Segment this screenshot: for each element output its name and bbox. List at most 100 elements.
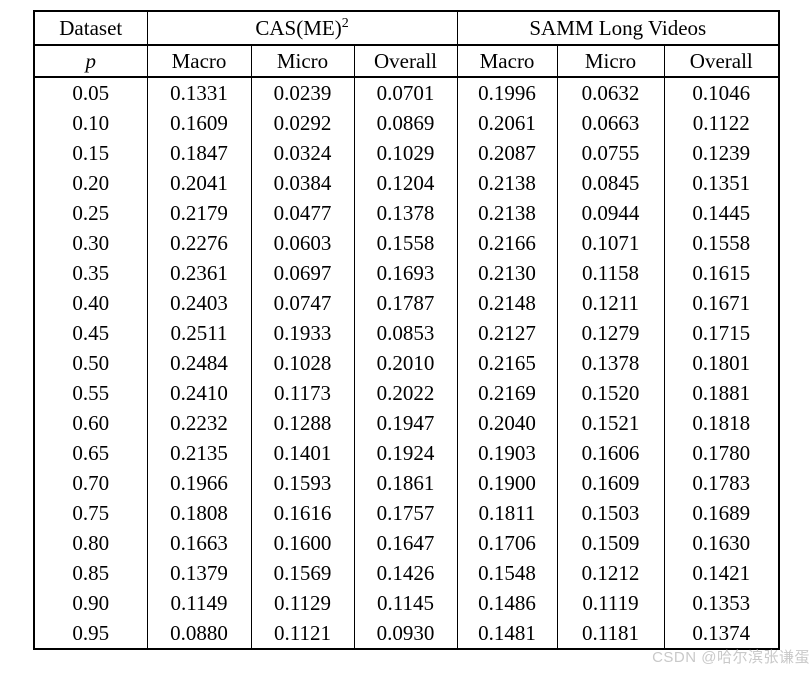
samm-macro-cell: 0.2165 bbox=[456, 348, 558, 378]
cas-overall-cell: 0.1757 bbox=[353, 498, 458, 528]
p-value-cell: 0.60 bbox=[33, 408, 148, 438]
cas-overall-cell: 0.1204 bbox=[353, 168, 458, 198]
samm-overall-cell: 0.1715 bbox=[663, 318, 780, 348]
cas-macro-cell: 0.2410 bbox=[146, 378, 252, 408]
header-group-casme2: CAS(ME)2 bbox=[146, 11, 458, 46]
table-row: 0.40 0.2403 0.0747 0.1787 0.2148 0.1211 … bbox=[33, 288, 780, 318]
table-row: 0.15 0.1847 0.0324 0.1029 0.2087 0.0755 … bbox=[33, 138, 780, 168]
cas-micro-cell: 0.0697 bbox=[250, 258, 355, 288]
table-row: 0.70 0.1966 0.1593 0.1861 0.1900 0.1609 … bbox=[33, 468, 780, 498]
cas-micro-cell: 0.0239 bbox=[250, 77, 355, 108]
cas-overall-cell: 0.2010 bbox=[353, 348, 458, 378]
samm-macro-cell: 0.2040 bbox=[456, 408, 558, 438]
p-value-cell: 0.90 bbox=[33, 588, 148, 618]
cas-macro-cell: 0.2232 bbox=[146, 408, 252, 438]
cas-overall-cell: 0.1145 bbox=[353, 588, 458, 618]
cas-overall-cell: 0.1029 bbox=[353, 138, 458, 168]
cas-micro-cell: 0.1173 bbox=[250, 378, 355, 408]
cas-overall-cell: 0.1924 bbox=[353, 438, 458, 468]
p-value-cell: 0.75 bbox=[33, 498, 148, 528]
cas-macro-cell: 0.2403 bbox=[146, 288, 252, 318]
cas-micro-cell: 0.0324 bbox=[250, 138, 355, 168]
cas-micro-cell: 0.1401 bbox=[250, 438, 355, 468]
p-value-cell: 0.10 bbox=[33, 108, 148, 138]
table-row: 0.30 0.2276 0.0603 0.1558 0.2166 0.1071 … bbox=[33, 228, 780, 258]
header-sub-row: p Macro Micro Overall Macro Micro Overal… bbox=[33, 45, 780, 78]
cas-overall-cell: 0.0869 bbox=[353, 108, 458, 138]
p-value-cell: 0.50 bbox=[33, 348, 148, 378]
cas-macro-cell: 0.0880 bbox=[146, 618, 252, 649]
header-group-casme2-label: CAS(ME) bbox=[255, 15, 342, 40]
samm-overall-cell: 0.1353 bbox=[663, 588, 780, 618]
table-row: 0.85 0.1379 0.1569 0.1426 0.1548 0.1212 … bbox=[33, 558, 780, 588]
samm-overall-cell: 0.1239 bbox=[663, 138, 780, 168]
samm-overall-cell: 0.1783 bbox=[663, 468, 780, 498]
cas-macro-cell: 0.2361 bbox=[146, 258, 252, 288]
samm-macro-cell: 0.1706 bbox=[456, 528, 558, 558]
samm-macro-cell: 0.1900 bbox=[456, 468, 558, 498]
samm-micro-cell: 0.1609 bbox=[556, 468, 665, 498]
cas-micro-cell: 0.0384 bbox=[250, 168, 355, 198]
cas-macro-cell: 0.2511 bbox=[146, 318, 252, 348]
samm-micro-cell: 0.1606 bbox=[556, 438, 665, 468]
cas-macro-cell: 0.1609 bbox=[146, 108, 252, 138]
samm-micro-cell: 0.1212 bbox=[556, 558, 665, 588]
cas-macro-cell: 0.1663 bbox=[146, 528, 252, 558]
samm-micro-cell: 0.1211 bbox=[556, 288, 665, 318]
samm-macro-cell: 0.2166 bbox=[456, 228, 558, 258]
table-row: 0.05 0.1331 0.0239 0.0701 0.1996 0.0632 … bbox=[33, 77, 780, 108]
p-value-cell: 0.05 bbox=[33, 77, 148, 108]
p-value-cell: 0.45 bbox=[33, 318, 148, 348]
samm-macro-cell: 0.2061 bbox=[456, 108, 558, 138]
cas-overall-cell: 0.1558 bbox=[353, 228, 458, 258]
samm-micro-cell: 0.0944 bbox=[556, 198, 665, 228]
samm-overall-cell: 0.1445 bbox=[663, 198, 780, 228]
samm-macro-cell: 0.1486 bbox=[456, 588, 558, 618]
cas-macro-cell: 0.2135 bbox=[146, 438, 252, 468]
samm-overall-cell: 0.1801 bbox=[663, 348, 780, 378]
cas-macro-cell: 0.1966 bbox=[146, 468, 252, 498]
header-samm-micro: Micro bbox=[556, 45, 665, 78]
samm-overall-cell: 0.1689 bbox=[663, 498, 780, 528]
samm-overall-cell: 0.1122 bbox=[663, 108, 780, 138]
samm-micro-cell: 0.1181 bbox=[556, 618, 665, 649]
table-row: 0.60 0.2232 0.1288 0.1947 0.2040 0.1521 … bbox=[33, 408, 780, 438]
samm-macro-cell: 0.1811 bbox=[456, 498, 558, 528]
table-row: 0.90 0.1149 0.1129 0.1145 0.1486 0.1119 … bbox=[33, 588, 780, 618]
cas-micro-cell: 0.1593 bbox=[250, 468, 355, 498]
header-samm-macro: Macro bbox=[456, 45, 558, 78]
table-row: 0.10 0.1609 0.0292 0.0869 0.2061 0.0663 … bbox=[33, 108, 780, 138]
cas-overall-cell: 0.1378 bbox=[353, 198, 458, 228]
cas-micro-cell: 0.0603 bbox=[250, 228, 355, 258]
table-row: 0.20 0.2041 0.0384 0.1204 0.2138 0.0845 … bbox=[33, 168, 780, 198]
cas-overall-cell: 0.0701 bbox=[353, 77, 458, 108]
cas-macro-cell: 0.2484 bbox=[146, 348, 252, 378]
cas-overall-cell: 0.1947 bbox=[353, 408, 458, 438]
cas-micro-cell: 0.0477 bbox=[250, 198, 355, 228]
p-value-cell: 0.85 bbox=[33, 558, 148, 588]
cas-overall-cell: 0.2022 bbox=[353, 378, 458, 408]
cas-micro-cell: 0.1028 bbox=[250, 348, 355, 378]
p-value-cell: 0.25 bbox=[33, 198, 148, 228]
cas-macro-cell: 0.1808 bbox=[146, 498, 252, 528]
cas-micro-cell: 0.1616 bbox=[250, 498, 355, 528]
samm-micro-cell: 0.0755 bbox=[556, 138, 665, 168]
p-value-cell: 0.55 bbox=[33, 378, 148, 408]
header-cas-macro: Macro bbox=[146, 45, 252, 78]
p-value-cell: 0.20 bbox=[33, 168, 148, 198]
results-table-wrap: Dataset CAS(ME)2 SAMM Long Videos p Macr… bbox=[33, 10, 781, 650]
header-group-casme2-superscript: 2 bbox=[341, 15, 349, 31]
header-group-row: Dataset CAS(ME)2 SAMM Long Videos bbox=[33, 11, 780, 46]
table-row: 0.95 0.0880 0.1121 0.0930 0.1481 0.1181 … bbox=[33, 618, 780, 649]
cas-macro-cell: 0.2179 bbox=[146, 198, 252, 228]
cas-overall-cell: 0.1861 bbox=[353, 468, 458, 498]
table-body: 0.05 0.1331 0.0239 0.0701 0.1996 0.0632 … bbox=[33, 77, 780, 649]
csdn-watermark: CSDN @哈尔滨张谦蛋 bbox=[652, 649, 810, 666]
header-p: p bbox=[33, 45, 148, 78]
cas-macro-cell: 0.1149 bbox=[146, 588, 252, 618]
header-dataset: Dataset bbox=[33, 11, 148, 46]
p-value-cell: 0.30 bbox=[33, 228, 148, 258]
samm-macro-cell: 0.2169 bbox=[456, 378, 558, 408]
samm-micro-cell: 0.1158 bbox=[556, 258, 665, 288]
samm-macro-cell: 0.2130 bbox=[456, 258, 558, 288]
